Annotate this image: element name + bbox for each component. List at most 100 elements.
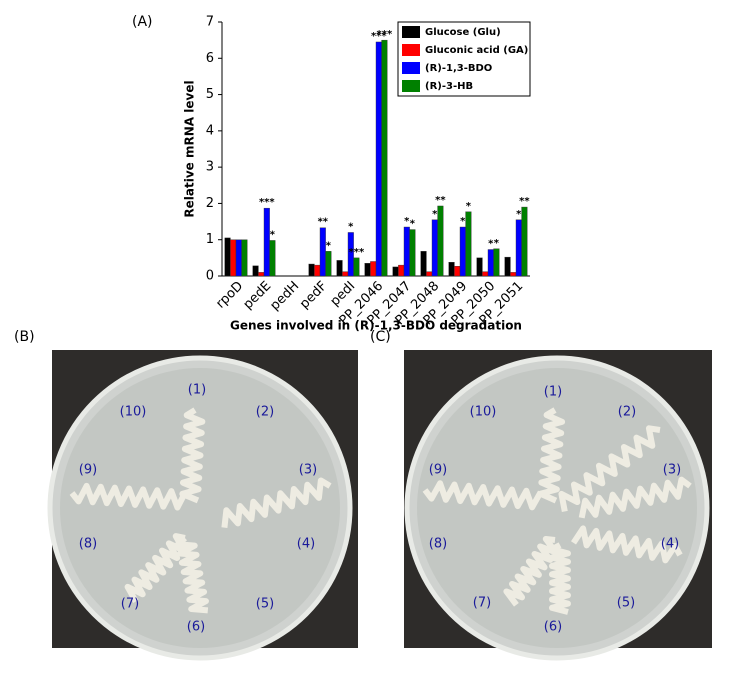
plate-label: (8) — [79, 537, 97, 552]
plate-label: (3) — [663, 463, 681, 478]
bar — [459, 226, 466, 277]
plate-label: (6) — [187, 620, 205, 635]
bar — [510, 272, 517, 277]
legend-swatch — [402, 80, 420, 92]
y-tick-label: 6 — [206, 51, 214, 66]
bacterial-streak — [537, 407, 566, 504]
plate-label: (4) — [661, 537, 679, 552]
y-tick-label: 3 — [206, 160, 214, 175]
bacterial-streak — [503, 535, 559, 607]
bar — [465, 211, 472, 277]
bacterial-streak — [124, 533, 187, 603]
significance: * — [410, 219, 416, 230]
significance: * — [326, 240, 332, 251]
y-tick-label: 4 — [206, 123, 214, 138]
bacterial-streak — [221, 477, 332, 528]
significance: *** — [259, 197, 275, 208]
bar — [325, 251, 332, 277]
plate-label: (5) — [617, 596, 635, 611]
plate-label: (2) — [256, 405, 274, 420]
bar — [258, 272, 265, 277]
y-axis-label: Relative mRNA level — [183, 80, 197, 217]
y-tick-label: 2 — [206, 196, 214, 211]
significance: * — [404, 216, 410, 227]
y-tick-label: 0 — [206, 269, 214, 284]
plate-agar — [60, 368, 340, 648]
bacterial-streak — [422, 480, 544, 511]
bar — [476, 257, 483, 277]
bar — [308, 263, 315, 277]
significance: ** — [435, 195, 446, 206]
bar — [269, 240, 276, 277]
bar — [252, 265, 259, 277]
bar — [314, 264, 321, 277]
significance: *** — [349, 247, 365, 258]
plate-label: (9) — [79, 463, 97, 478]
significance: * — [348, 221, 354, 232]
bacterial-streak — [578, 476, 692, 519]
panel-label: (C) — [370, 329, 391, 345]
plate-label: (9) — [429, 463, 447, 478]
significance: * — [460, 216, 466, 227]
bacterial-streak — [549, 542, 571, 615]
significance: ** — [519, 196, 530, 207]
plate-label: (8) — [429, 537, 447, 552]
significance: * — [488, 239, 494, 250]
bacterial-streak — [179, 407, 206, 504]
bar — [454, 266, 461, 277]
significance: * — [466, 201, 472, 212]
plate-label: (5) — [256, 597, 274, 612]
legend-label: Glucose (Glu) — [425, 27, 501, 38]
bar — [437, 205, 444, 277]
x-tick-label: pedF — [297, 279, 330, 312]
plate-label: (1) — [544, 385, 562, 400]
plate-label: (10) — [120, 405, 147, 420]
significance: *** — [377, 29, 393, 40]
x-tick-label: pedH — [267, 279, 302, 314]
bacterial-streak — [570, 525, 683, 564]
bar — [392, 266, 399, 277]
plate-label: (6) — [544, 620, 562, 635]
bar — [353, 257, 360, 277]
bar — [431, 219, 438, 277]
bar — [521, 206, 528, 277]
y-tick-label: 1 — [206, 232, 214, 247]
panel-label: (A) — [132, 14, 153, 30]
bar — [230, 239, 237, 277]
bar — [482, 271, 489, 277]
bar — [420, 251, 427, 277]
plate-agar — [417, 368, 697, 648]
plate-label: (4) — [297, 537, 315, 552]
bar — [426, 271, 433, 277]
legend-swatch — [402, 62, 420, 74]
bar — [403, 226, 410, 277]
plate-label: (1) — [188, 383, 206, 398]
plate-label: (2) — [618, 405, 636, 420]
bar — [342, 271, 349, 277]
legend-swatch — [402, 44, 420, 56]
bar — [448, 262, 455, 277]
panel-label: (B) — [14, 329, 35, 345]
bacterial-streak — [69, 482, 189, 511]
bar — [504, 256, 511, 277]
bar — [375, 41, 382, 277]
bar — [336, 260, 343, 277]
bar — [381, 39, 388, 277]
legend-label: Gluconic acid (GA) — [425, 45, 528, 56]
bar — [487, 249, 494, 277]
bar — [515, 219, 522, 277]
bar — [319, 227, 326, 277]
bar — [493, 248, 500, 277]
x-tick-label: pedE — [241, 279, 275, 313]
bar — [347, 232, 354, 277]
significance: * — [494, 238, 500, 249]
y-tick-label: 5 — [206, 87, 214, 102]
legend-swatch — [402, 26, 420, 38]
plate-label: (10) — [470, 405, 497, 420]
bar — [241, 239, 248, 277]
significance: * — [270, 229, 276, 240]
plate-label: (7) — [473, 596, 491, 611]
bar — [263, 207, 270, 277]
bar — [398, 264, 405, 277]
